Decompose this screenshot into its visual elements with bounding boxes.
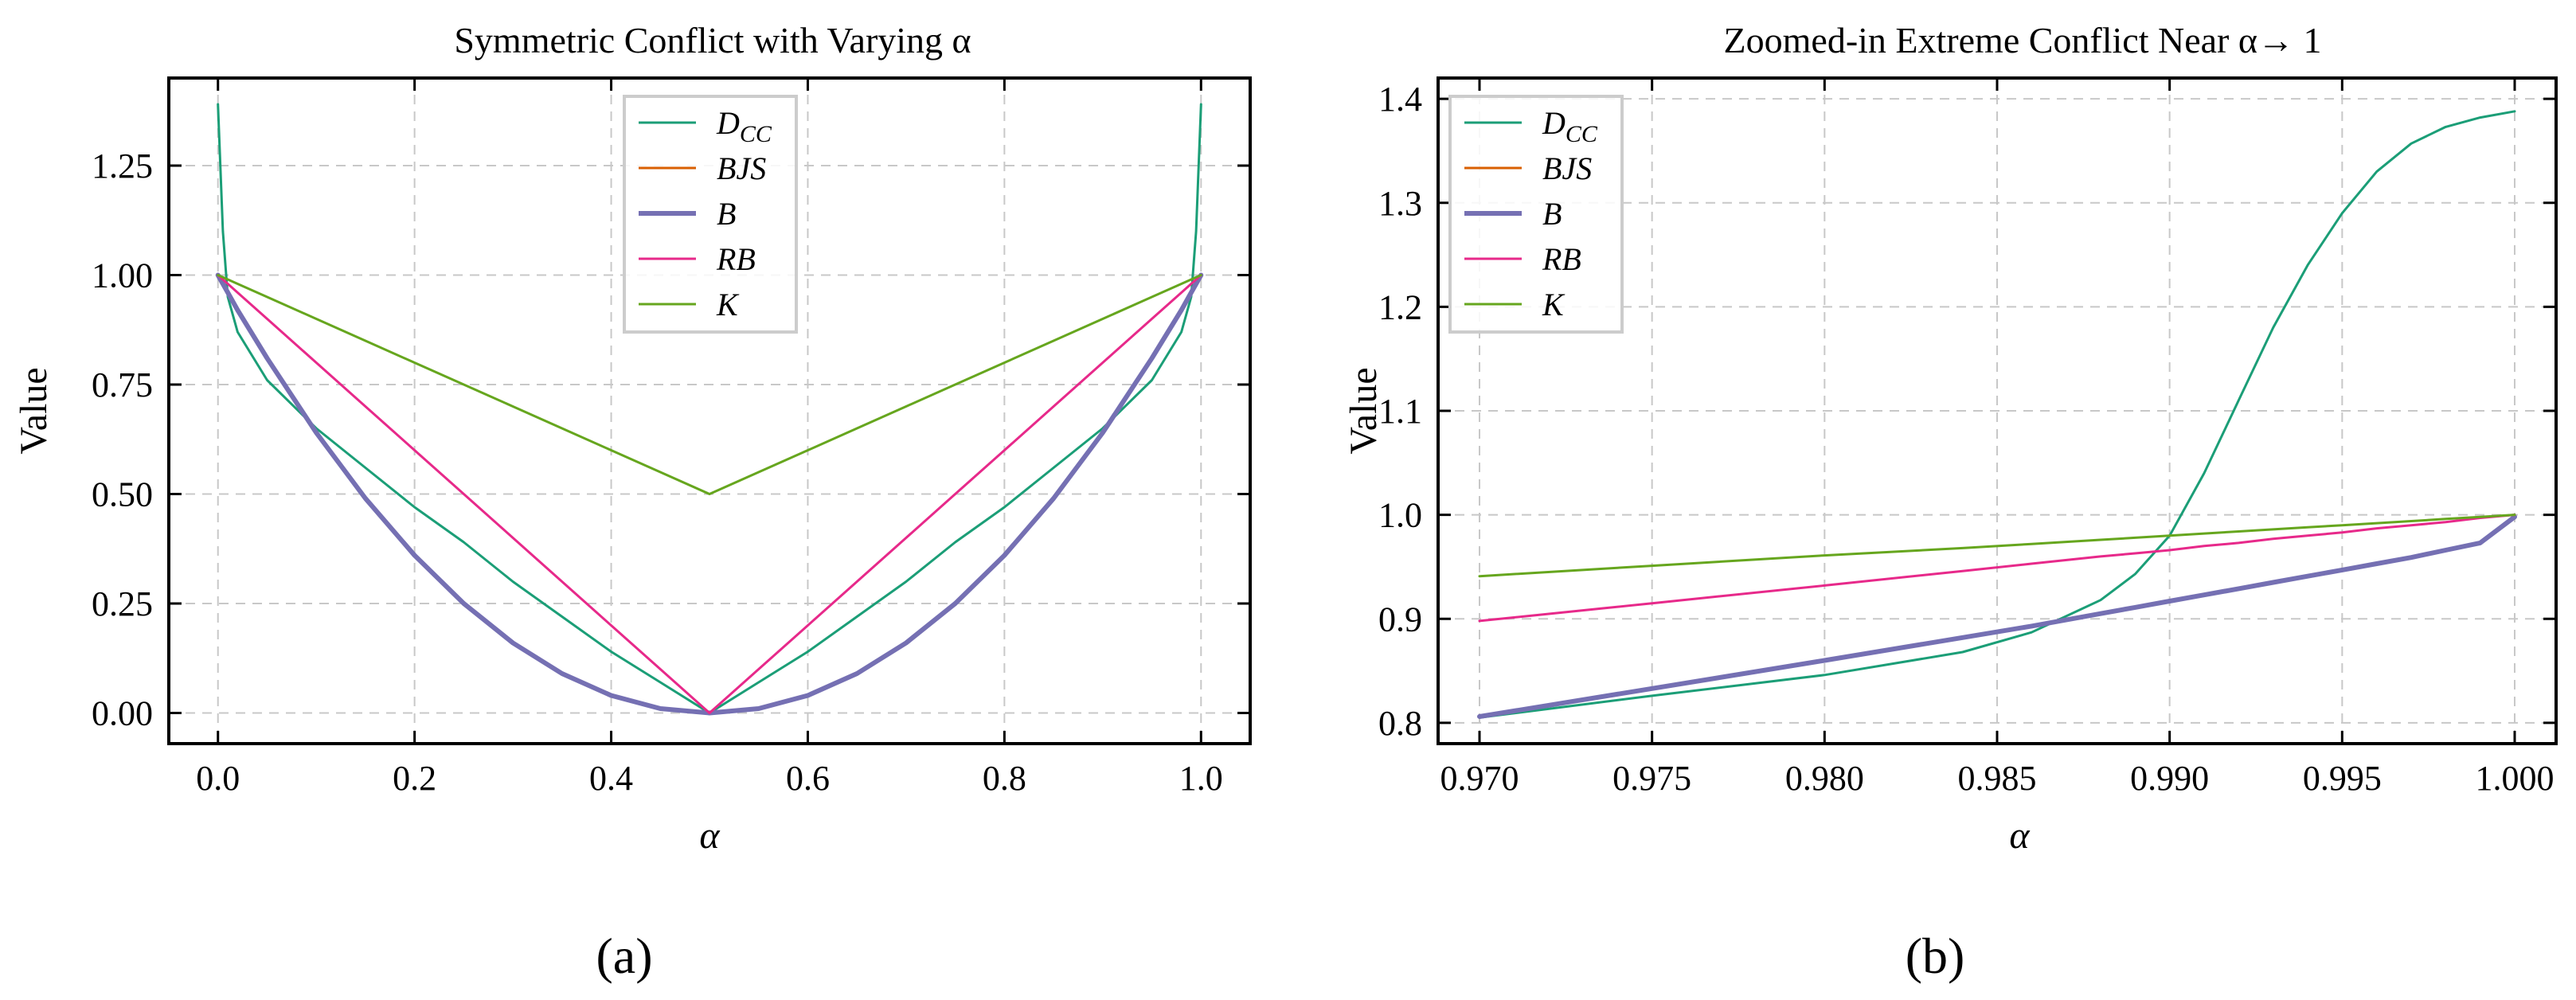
panel-a-ticks: 0.0 0.2 0.4 0.6 0.8 1.0 0.00 0.25 0.50 0.75 1.00 1.… <box>92 78 1250 798</box>
panel-a-title: Symmetric Conflict with Varying α <box>454 20 971 61</box>
x-tick-label: 0.975 <box>1612 759 1691 798</box>
panel-a-frame <box>167 76 1252 745</box>
panel-a-lines <box>215 103 1204 716</box>
series-line-k <box>217 274 1202 495</box>
x-tick-label: 0.995 <box>2303 759 2382 798</box>
x-tick-label: 0.4 <box>589 759 633 798</box>
y-tick-label: 1.4 <box>1378 80 1422 119</box>
y-tick-label: 1.25 <box>92 146 153 186</box>
panel-b-ylabel: Value <box>1343 367 1385 454</box>
y-tick-label: 1.1 <box>1378 392 1422 431</box>
x-tick-label: 0.990 <box>2130 759 2209 798</box>
panel-b-label: (b) <box>1906 928 1965 984</box>
x-tick-label: 1.0 <box>1179 759 1223 798</box>
y-tick-label: 0.9 <box>1378 600 1422 639</box>
y-tick-label: 0.50 <box>92 475 153 514</box>
y-tick-label: 0.00 <box>92 694 153 733</box>
y-tick-label: 1.00 <box>92 256 153 295</box>
legend-label: RB <box>716 241 756 277</box>
legend-label: DCC <box>716 105 772 147</box>
legend-label: BJS <box>1542 150 1592 186</box>
series-line-d-cc <box>1478 110 2516 719</box>
series-line-rb <box>1478 514 2516 623</box>
panel-b-lines <box>1477 110 2517 719</box>
panel-b-xlabel: α <box>2009 814 2030 857</box>
legend-label: K <box>716 287 740 322</box>
y-tick-label: 1.2 <box>1378 287 1422 326</box>
panel-b-grid <box>1438 78 2556 744</box>
panel-a: Symmetric Conflict with Varying α 0.0 0.2… <box>13 20 1252 984</box>
x-tick-label: 0.6 <box>786 759 830 798</box>
legend-label: BJS <box>717 150 766 186</box>
panel-b: Zoomed-in Extreme Conflict Near α→ 1 0.9… <box>1343 20 2558 984</box>
panel-b-title: Zoomed-in Extreme Conflict Near α→ 1 <box>1724 20 2322 61</box>
series-line-b <box>1477 514 2517 719</box>
x-tick-label: 1.000 <box>2476 759 2555 798</box>
legend-label: DCC <box>1542 105 1598 147</box>
panel-b-ticks: 0.970 0.975 0.980 0.985 0.990 0.995 1.000 0.8 0.… <box>1378 78 2556 798</box>
legend-label: RB <box>1542 241 1581 277</box>
panel-a-xlabel: α <box>699 814 720 857</box>
series-line-rb <box>217 274 1202 714</box>
panel-a-label: (a) <box>596 928 652 984</box>
y-tick-label: 0.25 <box>92 584 153 623</box>
x-tick-label: 0.970 <box>1440 759 1519 798</box>
y-tick-label: 0.75 <box>92 365 153 404</box>
legend-label: K <box>1542 287 1566 322</box>
legend-label: B <box>717 196 736 232</box>
x-tick-label: 0.0 <box>196 759 240 798</box>
y-tick-label: 1.0 <box>1378 496 1422 535</box>
y-tick-label: 1.3 <box>1378 184 1422 223</box>
x-tick-label: 0.8 <box>983 759 1026 798</box>
panel-a-ylabel: Value <box>13 367 55 454</box>
x-tick-label: 0.980 <box>1785 759 1864 798</box>
series-line-k <box>1478 514 2516 578</box>
y-tick-label: 0.8 <box>1378 704 1422 743</box>
legend-label: B <box>1542 196 1562 232</box>
x-tick-label: 0.2 <box>393 759 436 798</box>
x-tick-label: 0.985 <box>1958 759 2037 798</box>
